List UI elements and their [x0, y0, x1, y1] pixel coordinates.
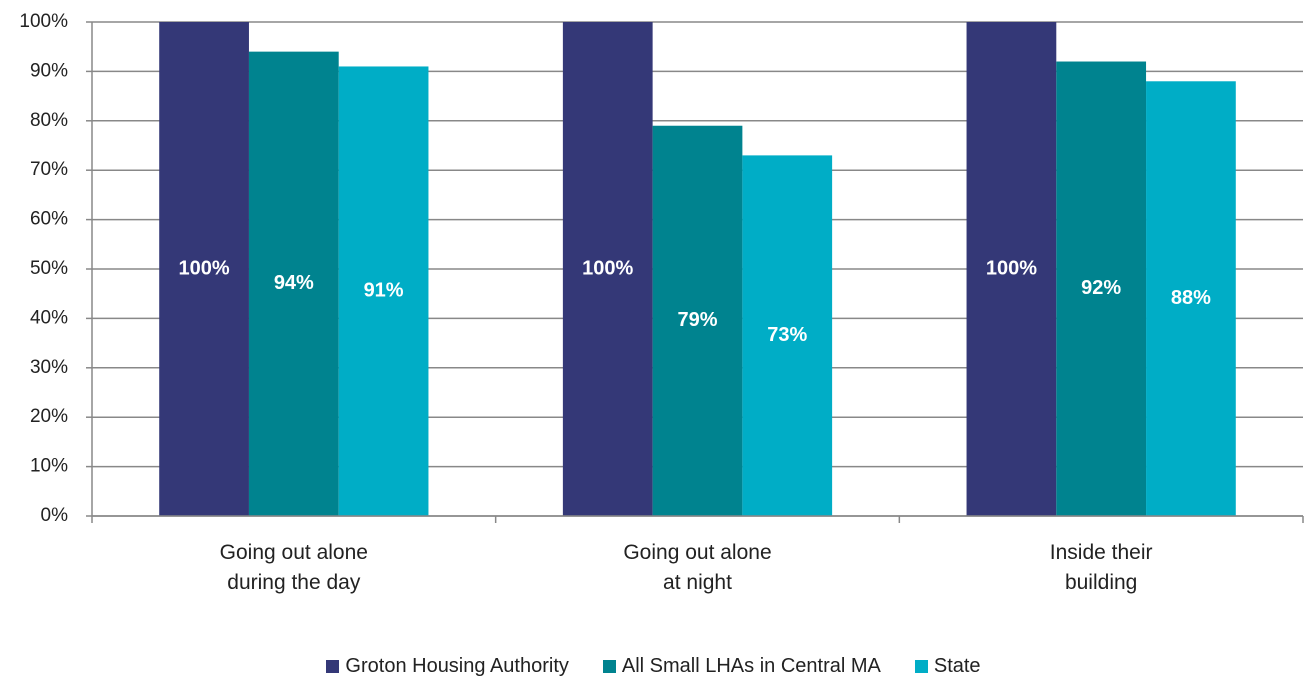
legend-swatch: [326, 660, 340, 673]
value-label: 88%: [1171, 287, 1211, 309]
value-label: 73%: [767, 324, 807, 346]
legend-label: All Small LHAs in Central MA: [621, 655, 881, 677]
x-tick-label: Going out alone at night: [623, 541, 772, 594]
value-label: 92%: [1081, 277, 1121, 299]
value-label: 91%: [364, 280, 404, 302]
bar: [1146, 81, 1236, 516]
y-tick-label: 20%: [30, 406, 68, 427]
bar: [562, 22, 653, 516]
y-tick-label: 0%: [41, 505, 69, 526]
legend: Groton Housing Authority All Small LHAs i…: [0, 655, 1307, 678]
legend-label: Groton Housing Authority: [345, 655, 569, 677]
value-label: 100%: [179, 257, 230, 279]
y-tick-label: 60%: [30, 209, 68, 230]
y-tick-label: 90%: [30, 60, 68, 81]
x-tick-label: Going out alone during the day: [219, 541, 368, 594]
y-tick-label: 10%: [30, 456, 68, 477]
bar: [742, 155, 833, 516]
bar: [159, 22, 249, 516]
legend-item: All Small LHAs in Central MA: [602, 655, 881, 678]
y-tick-label: 30%: [30, 357, 68, 378]
y-tick-label: 100%: [19, 11, 68, 32]
legend-label: State: [933, 655, 981, 677]
value-label: 94%: [274, 272, 314, 294]
legend-item: State: [914, 655, 981, 678]
legend-swatch: [602, 660, 616, 673]
legend-item: Groton Housing Authority: [326, 655, 569, 678]
value-label: 100%: [582, 257, 633, 279]
bar: [1056, 61, 1147, 517]
legend-swatch: [914, 660, 928, 673]
y-tick-label: 50%: [30, 258, 68, 279]
bar: [652, 125, 743, 517]
y-tick-label: 70%: [30, 159, 68, 180]
bar: [966, 22, 1057, 516]
bar: [338, 66, 429, 517]
value-label: 79%: [677, 309, 717, 331]
x-tick-label: Inside their building: [1049, 541, 1153, 594]
y-tick-label: 80%: [30, 110, 68, 131]
bar: [248, 51, 339, 516]
value-label: 100%: [986, 257, 1037, 279]
y-tick-label: 40%: [30, 307, 68, 328]
